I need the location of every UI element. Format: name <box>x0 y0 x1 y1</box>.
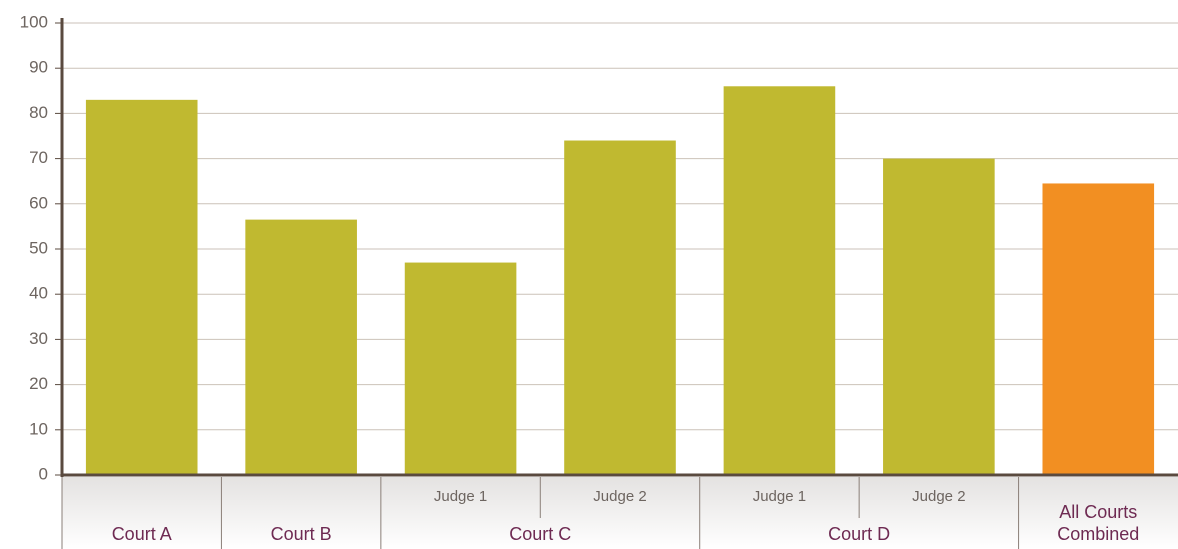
x-sub-label: Judge 2 <box>593 488 647 505</box>
y-tick-label: 50 <box>29 238 48 257</box>
x-group-label: Court D <box>828 524 891 544</box>
x-group-label: Court C <box>509 524 572 544</box>
y-tick-label: 80 <box>29 103 48 122</box>
bar <box>564 140 676 475</box>
bar <box>723 86 836 475</box>
bar <box>883 158 995 475</box>
y-tick-label: 20 <box>29 374 48 393</box>
x-group-label: Court A <box>111 524 172 544</box>
y-tick-label: 70 <box>29 148 48 167</box>
x-sub-label: Judge 1 <box>752 488 807 505</box>
bar <box>245 219 357 475</box>
y-tick-label: 40 <box>29 284 48 303</box>
x-sub-label: Judge 1 <box>433 488 488 505</box>
x-group-label: All Courts Combined <box>1057 502 1140 544</box>
bar <box>1042 183 1155 475</box>
x-group-label: Court B <box>270 524 332 544</box>
y-tick-label: 10 <box>29 419 48 438</box>
bar <box>404 262 517 475</box>
axis-strip <box>62 477 1178 549</box>
y-tick-label: 90 <box>29 58 48 77</box>
bar <box>85 99 198 475</box>
y-tick-label: 0 <box>39 464 48 483</box>
y-tick-label: 30 <box>29 329 48 348</box>
y-tick-label: 60 <box>29 193 48 212</box>
y-tick-label: 100 <box>20 12 48 31</box>
x-sub-label: Judge 2 <box>912 488 966 505</box>
